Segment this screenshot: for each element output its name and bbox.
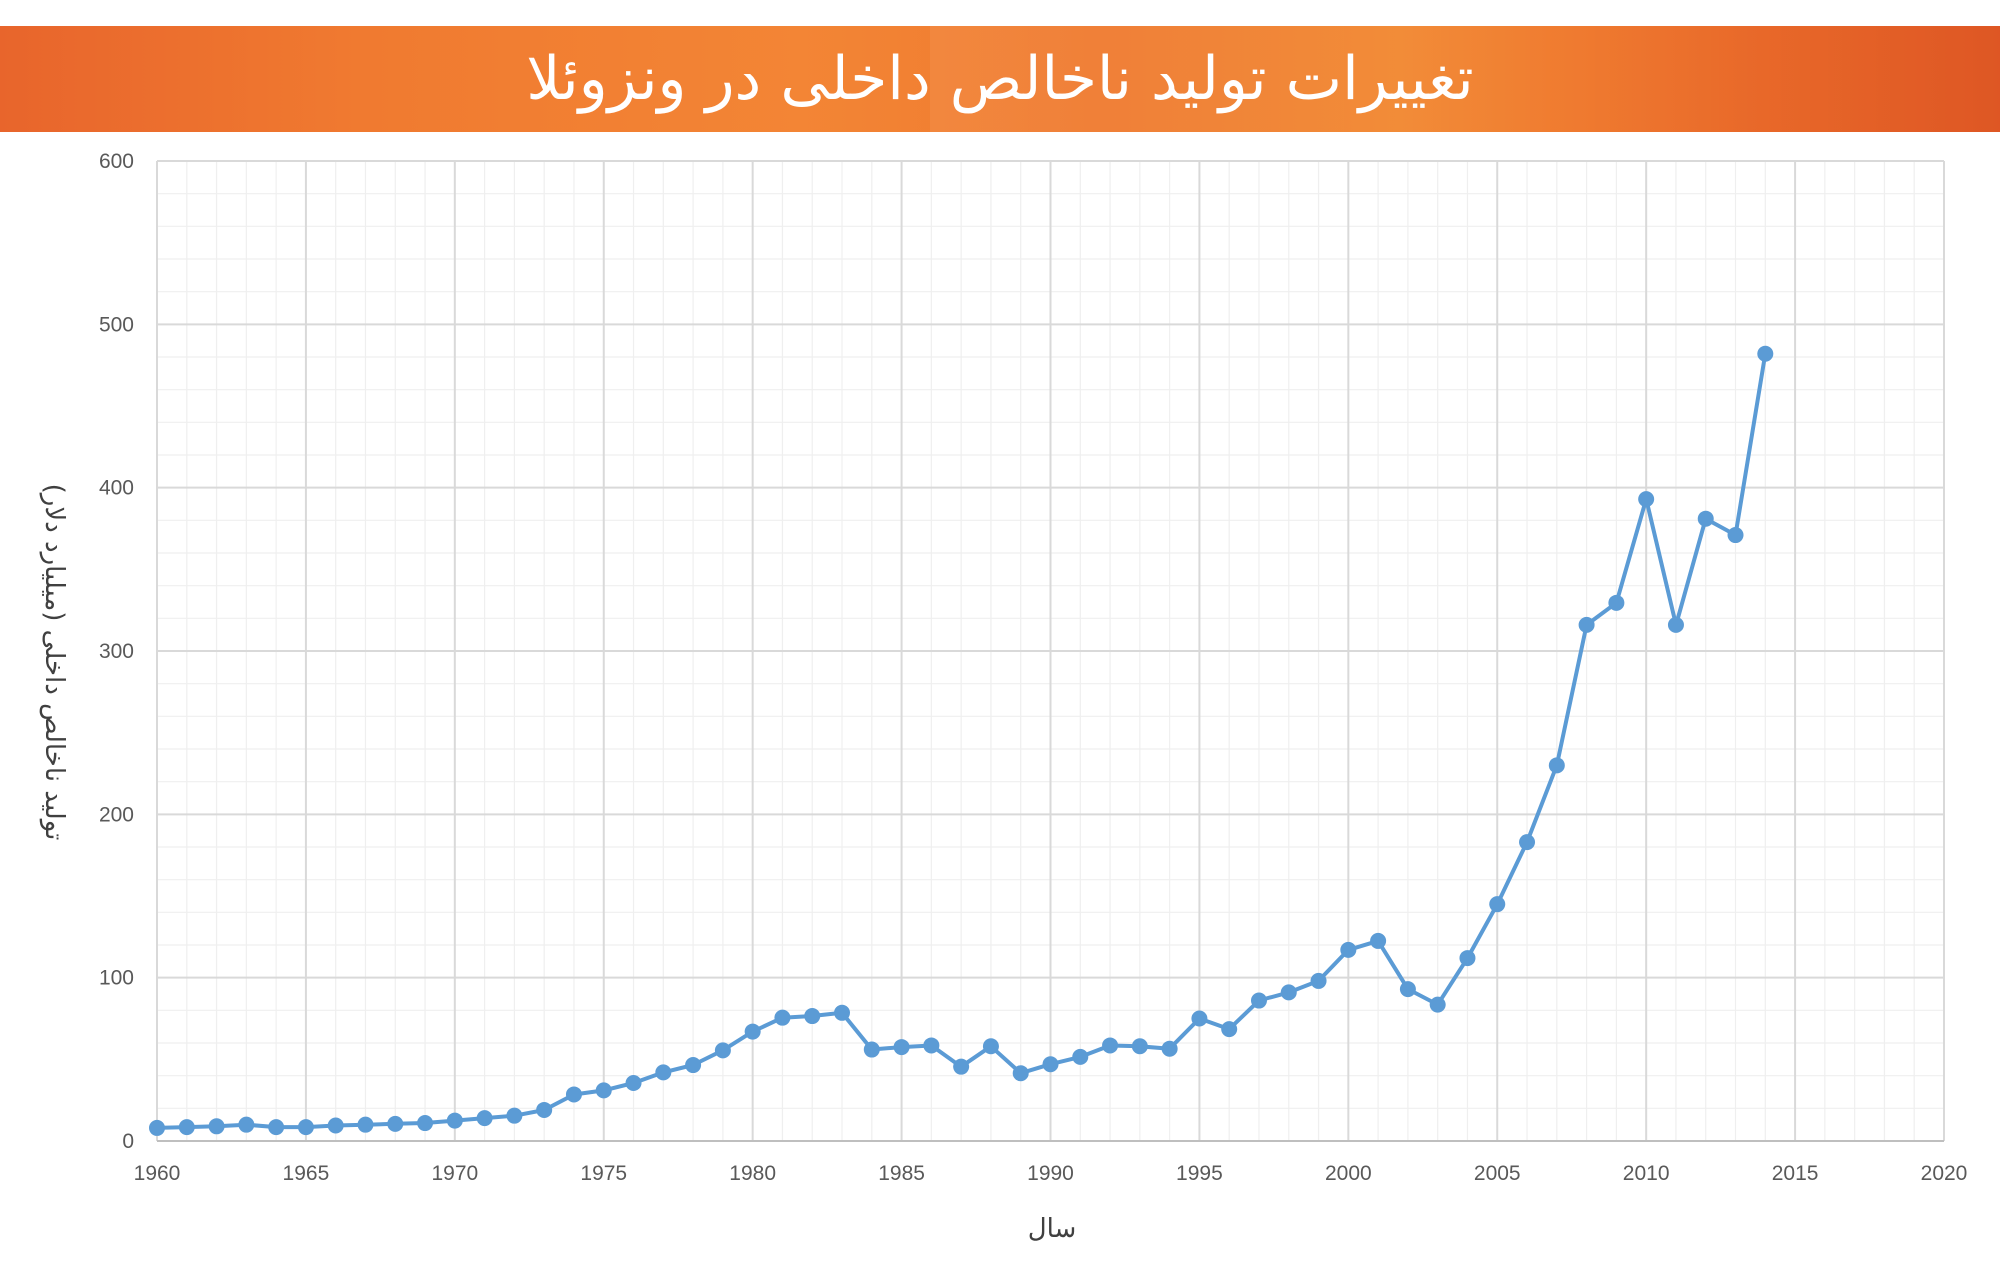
x-tick-label: 1980	[729, 1162, 776, 1185]
data-point	[1459, 950, 1476, 967]
x-axis-tick-labels: 1960 1965 1970 1975 1980 1985 1990 1995 2000 2005…	[134, 1162, 1968, 1185]
data-point	[953, 1058, 970, 1075]
data-point	[1221, 1021, 1238, 1038]
data-point	[625, 1075, 642, 1092]
x-tick-label: 2015	[1772, 1162, 1819, 1185]
data-point	[1310, 972, 1327, 989]
data-point	[149, 1119, 165, 1136]
x-tick-label: 1970	[431, 1162, 478, 1185]
data-point	[1578, 616, 1595, 633]
data-point	[1489, 896, 1506, 913]
data-point	[1727, 527, 1744, 544]
data-point	[1519, 834, 1536, 851]
data-point	[208, 1118, 225, 1135]
data-point	[1638, 491, 1655, 508]
data-point	[595, 1082, 612, 1099]
data-point	[476, 1110, 493, 1127]
data-point	[268, 1119, 285, 1136]
data-point	[982, 1038, 999, 1055]
y-tick-label: 200	[99, 803, 134, 826]
x-tick-label: 1960	[134, 1162, 181, 1185]
y-tick-label: 600	[99, 150, 134, 173]
y-tick-label: 500	[99, 313, 134, 336]
data-point	[1042, 1056, 1059, 1073]
y-tick-label: 400	[99, 477, 134, 500]
data-point	[565, 1086, 582, 1103]
data-point	[1399, 981, 1416, 998]
data-point	[417, 1115, 434, 1132]
banner-sheen	[930, 26, 2000, 132]
data-point	[1072, 1048, 1089, 1065]
data-point	[1161, 1040, 1178, 1057]
y-tick-label: 100	[99, 967, 134, 990]
series-group	[149, 345, 1774, 1136]
x-tick-label: 2020	[1921, 1162, 1968, 1185]
data-point	[357, 1116, 374, 1133]
data-point	[863, 1041, 880, 1058]
x-tick-label: 1995	[1176, 1162, 1223, 1185]
data-point	[774, 1009, 791, 1026]
title-banner: تغییرات تولید ناخالص داخلی در ونزوئلا	[0, 26, 2000, 132]
x-tick-label: 1990	[1027, 1162, 1074, 1185]
data-point	[238, 1116, 255, 1133]
data-point	[1757, 345, 1774, 362]
data-point	[744, 1023, 761, 1040]
data-point	[178, 1119, 195, 1136]
x-tick-label: 1975	[580, 1162, 627, 1185]
data-point	[506, 1107, 523, 1124]
data-point	[1429, 996, 1446, 1013]
x-tick-label: 2005	[1474, 1162, 1521, 1185]
data-point	[297, 1119, 314, 1136]
data-point	[1012, 1065, 1029, 1082]
chart-title: تغییرات تولید ناخالص داخلی در ونزوئلا	[526, 44, 1474, 114]
data-point	[804, 1008, 821, 1025]
data-point	[1131, 1038, 1148, 1055]
data-point	[387, 1115, 404, 1132]
data-point	[655, 1064, 672, 1081]
data-point	[1548, 757, 1565, 774]
y-tick-label: 0	[122, 1130, 134, 1153]
x-tick-label: 2000	[1325, 1162, 1372, 1185]
data-point	[1340, 941, 1357, 958]
data-point	[834, 1004, 851, 1021]
data-point	[1191, 1010, 1208, 1027]
data-point	[1667, 616, 1684, 633]
data-point	[1697, 510, 1714, 527]
y-tick-label: 300	[99, 640, 134, 663]
data-point	[446, 1112, 463, 1129]
data-point	[1280, 984, 1297, 1001]
data-point	[1370, 932, 1387, 949]
data-point	[685, 1057, 702, 1074]
data-point	[923, 1037, 940, 1054]
data-point	[536, 1101, 553, 1118]
data-point	[714, 1042, 731, 1059]
data-point	[1250, 992, 1267, 1009]
x-tick-label: 2010	[1623, 1162, 1670, 1185]
x-tick-label: 1965	[283, 1162, 330, 1185]
x-tick-label: 1985	[878, 1162, 925, 1185]
major-gridlines	[156, 160, 1945, 1142]
x-axis-title: سال	[1028, 1214, 1077, 1244]
data-point	[1102, 1037, 1119, 1054]
data-point	[1608, 594, 1625, 611]
data-point	[327, 1117, 344, 1134]
y-axis-title: تولید ناخالص داخلی (میلیارد دلار)	[39, 484, 69, 841]
y-axis-tick-labels: 0 100 200 300 400 500 600	[99, 150, 134, 1153]
data-point	[893, 1039, 910, 1056]
